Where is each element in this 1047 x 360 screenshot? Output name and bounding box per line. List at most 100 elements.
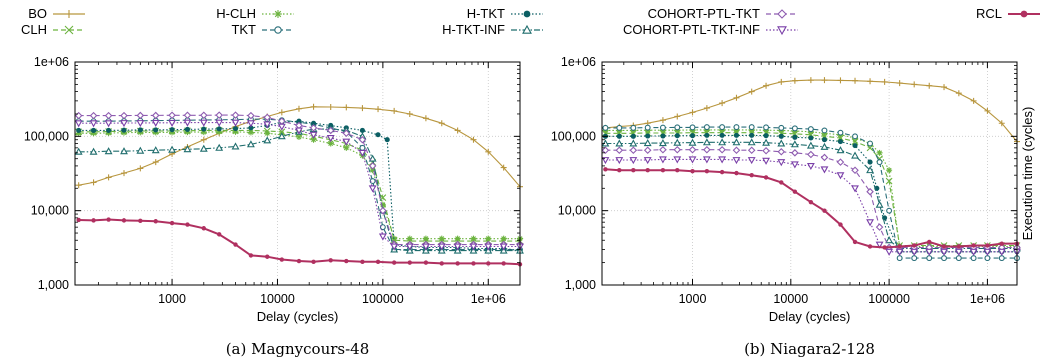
data-point <box>375 106 382 113</box>
data-point <box>836 158 845 166</box>
data-point <box>911 81 918 88</box>
x-tick-label: 1e+06 <box>970 292 1005 306</box>
data-point <box>232 126 239 132</box>
data-point <box>777 159 786 167</box>
data-point <box>499 243 508 251</box>
data-point <box>808 135 814 141</box>
y-tick-label: 100,000 <box>24 129 69 143</box>
data-point <box>375 132 381 138</box>
legend-label: COHORT-PTL-TKT <box>648 6 760 21</box>
data-point <box>926 82 933 89</box>
data-point <box>279 257 285 262</box>
data-point <box>719 124 726 131</box>
data-point <box>136 146 145 154</box>
data-point <box>674 124 681 131</box>
data-point <box>702 156 711 164</box>
data-point <box>602 124 609 131</box>
data-point <box>423 260 429 265</box>
data-point <box>941 84 948 91</box>
data-point <box>659 117 666 124</box>
ticks-magnycours: 1000 10000 100000 1e+06 1,000 10,000 100,000 1e… <box>24 55 521 306</box>
data-point <box>215 119 224 127</box>
data-point <box>231 119 240 127</box>
data-point <box>718 138 727 146</box>
x-axis-label-magnycours: Delay (cycles) <box>257 309 339 324</box>
data-point <box>852 133 858 140</box>
data-point <box>106 127 112 133</box>
caption-niagara: (b) Niagara2-128 <box>744 340 875 358</box>
data-point <box>295 127 303 135</box>
data-point <box>407 260 412 265</box>
data-point <box>867 78 874 85</box>
y-tick-label: 1,000 <box>565 278 596 292</box>
data-point <box>732 138 741 146</box>
data-point <box>836 172 845 180</box>
data-point <box>421 243 430 251</box>
data-point <box>763 175 769 180</box>
data-point <box>875 200 884 208</box>
y-tick-label: 1e+06 <box>561 55 596 69</box>
data-point <box>762 146 770 155</box>
data-point <box>719 169 725 175</box>
data-point <box>168 119 176 127</box>
data-point <box>91 218 96 223</box>
data-point <box>998 120 1005 127</box>
x-tick-label: 100000 <box>362 292 404 306</box>
data-point <box>778 124 785 131</box>
data-point <box>688 156 697 164</box>
x-tick-label: 1e+06 <box>471 292 506 306</box>
series-clh <box>75 127 524 245</box>
x-tick-label: 1000 <box>679 292 707 306</box>
data-point <box>406 235 413 242</box>
data-point <box>703 124 710 131</box>
data-point <box>121 218 127 223</box>
data-point <box>405 243 414 251</box>
data-point <box>151 111 160 120</box>
data-point <box>882 245 887 250</box>
data-point <box>896 80 903 87</box>
data-point <box>184 126 191 132</box>
data-point <box>438 235 445 242</box>
data-point <box>866 166 874 174</box>
data-point <box>265 254 270 259</box>
data-point <box>263 136 272 144</box>
data-point <box>90 179 97 186</box>
data-point <box>866 144 874 152</box>
data-point <box>246 140 255 148</box>
data-point <box>673 145 682 154</box>
data-point <box>422 115 429 122</box>
data-point <box>216 126 222 132</box>
legend-label: H-TKT-INF <box>442 22 505 37</box>
data-point <box>970 97 977 104</box>
y-tick-label: 1,000 <box>38 278 69 292</box>
data-point <box>645 168 650 173</box>
plot-frame <box>601 61 1018 286</box>
data-point <box>615 157 624 165</box>
data-point <box>955 90 962 97</box>
data-point <box>616 133 622 139</box>
data-point <box>807 150 815 159</box>
legend-marker-open-circle-icon <box>274 26 282 34</box>
data-point <box>689 109 696 116</box>
series-line-rcl <box>605 168 1017 249</box>
data-point <box>927 239 932 245</box>
data-point <box>343 144 350 151</box>
data-point <box>89 120 98 128</box>
data-point <box>777 147 786 156</box>
data-point <box>779 180 784 185</box>
data-point <box>326 135 335 143</box>
data-point <box>75 130 82 137</box>
data-point <box>379 224 386 231</box>
data-point <box>820 142 829 150</box>
data-point <box>822 208 827 213</box>
data-point <box>778 133 784 139</box>
data-point <box>74 111 83 120</box>
data-point <box>137 165 144 172</box>
data-point <box>790 140 799 148</box>
data-point <box>838 222 843 227</box>
data-point <box>749 172 754 178</box>
data-point <box>688 138 697 146</box>
data-point <box>807 77 814 84</box>
data-point <box>484 243 493 251</box>
data-point <box>886 207 893 214</box>
